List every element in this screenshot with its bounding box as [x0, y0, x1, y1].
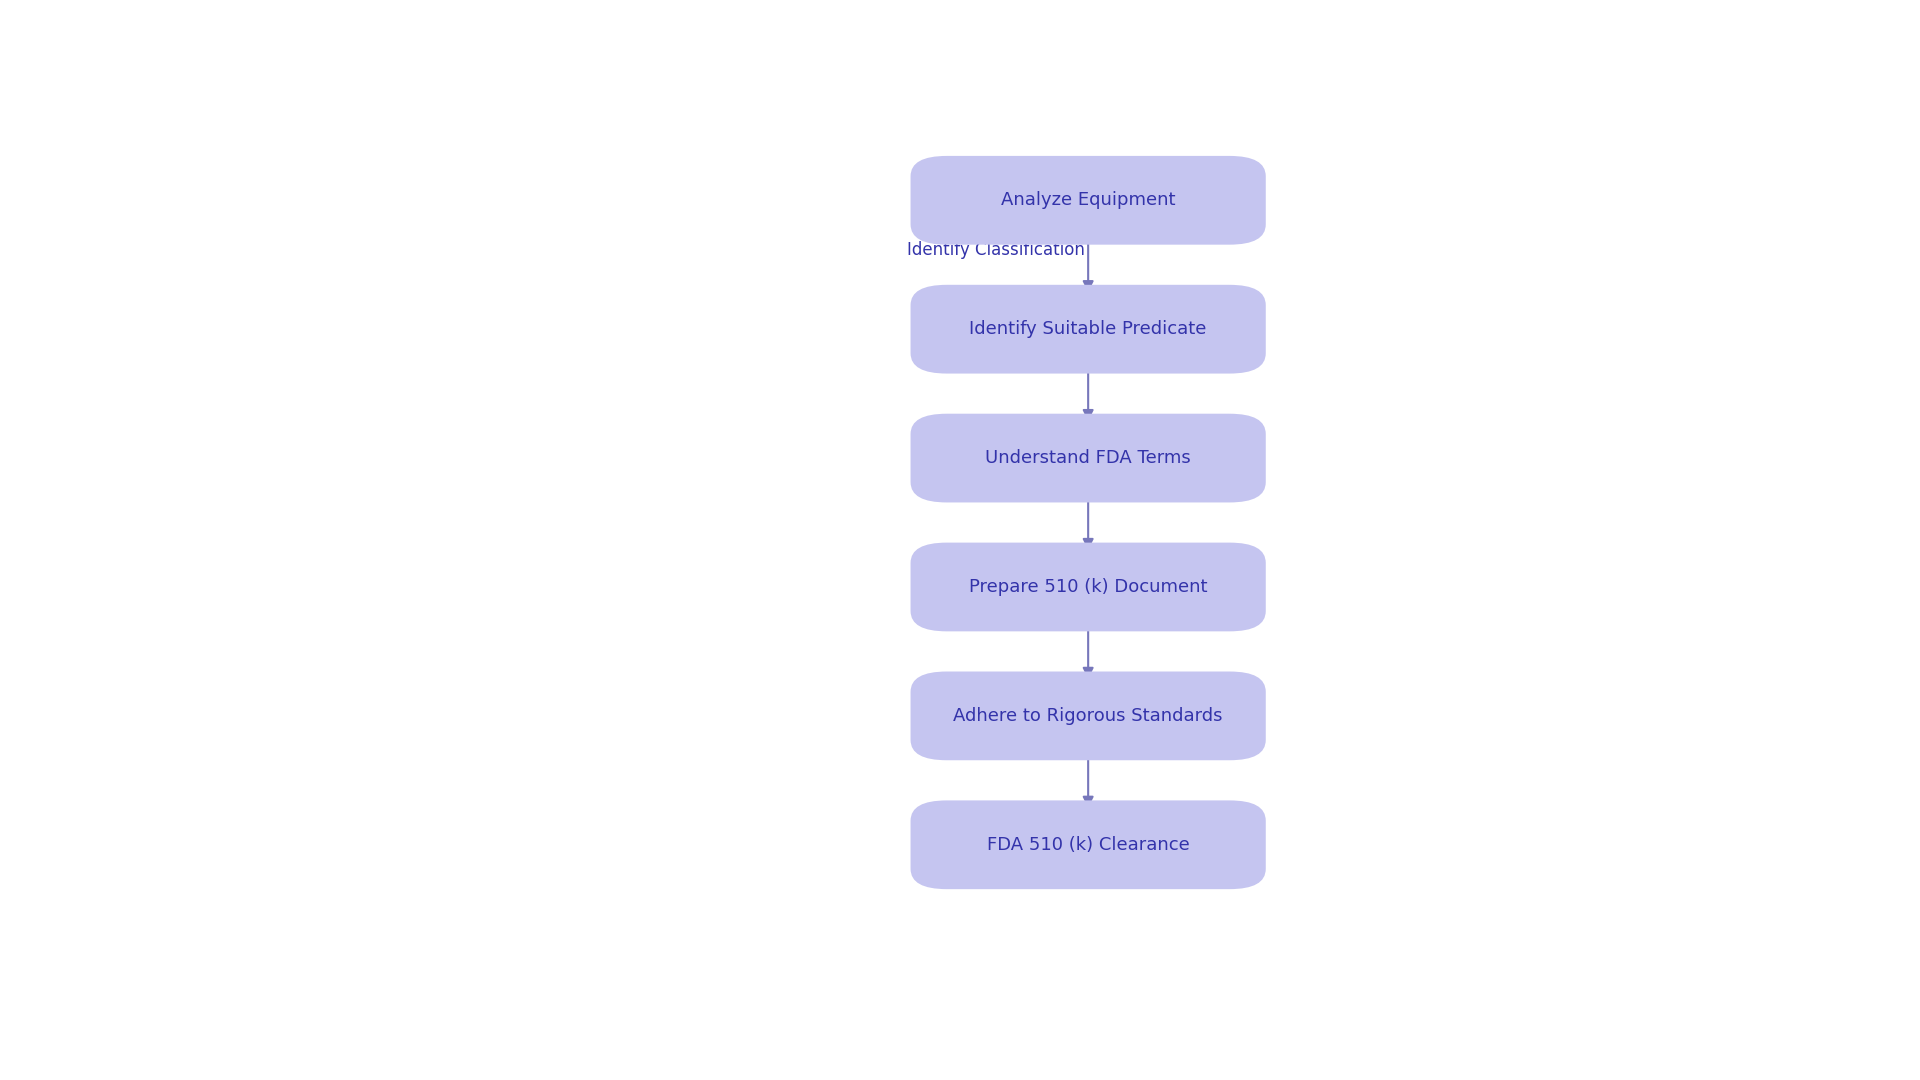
- Text: Identify Classification: Identify Classification: [908, 241, 1085, 259]
- Text: Analyze Equipment: Analyze Equipment: [1000, 191, 1175, 210]
- FancyBboxPatch shape: [910, 285, 1265, 374]
- Text: Identify Suitable Predicate: Identify Suitable Predicate: [970, 320, 1208, 338]
- Text: Adhere to Rigorous Standards: Adhere to Rigorous Standards: [954, 707, 1223, 725]
- Text: Prepare 510 (k) Document: Prepare 510 (k) Document: [970, 578, 1208, 596]
- FancyBboxPatch shape: [910, 156, 1265, 245]
- FancyBboxPatch shape: [910, 800, 1265, 889]
- FancyBboxPatch shape: [910, 414, 1265, 502]
- FancyBboxPatch shape: [910, 542, 1265, 632]
- Text: Understand FDA Terms: Understand FDA Terms: [985, 449, 1190, 467]
- Text: FDA 510 (k) Clearance: FDA 510 (k) Clearance: [987, 836, 1190, 854]
- FancyBboxPatch shape: [910, 672, 1265, 760]
